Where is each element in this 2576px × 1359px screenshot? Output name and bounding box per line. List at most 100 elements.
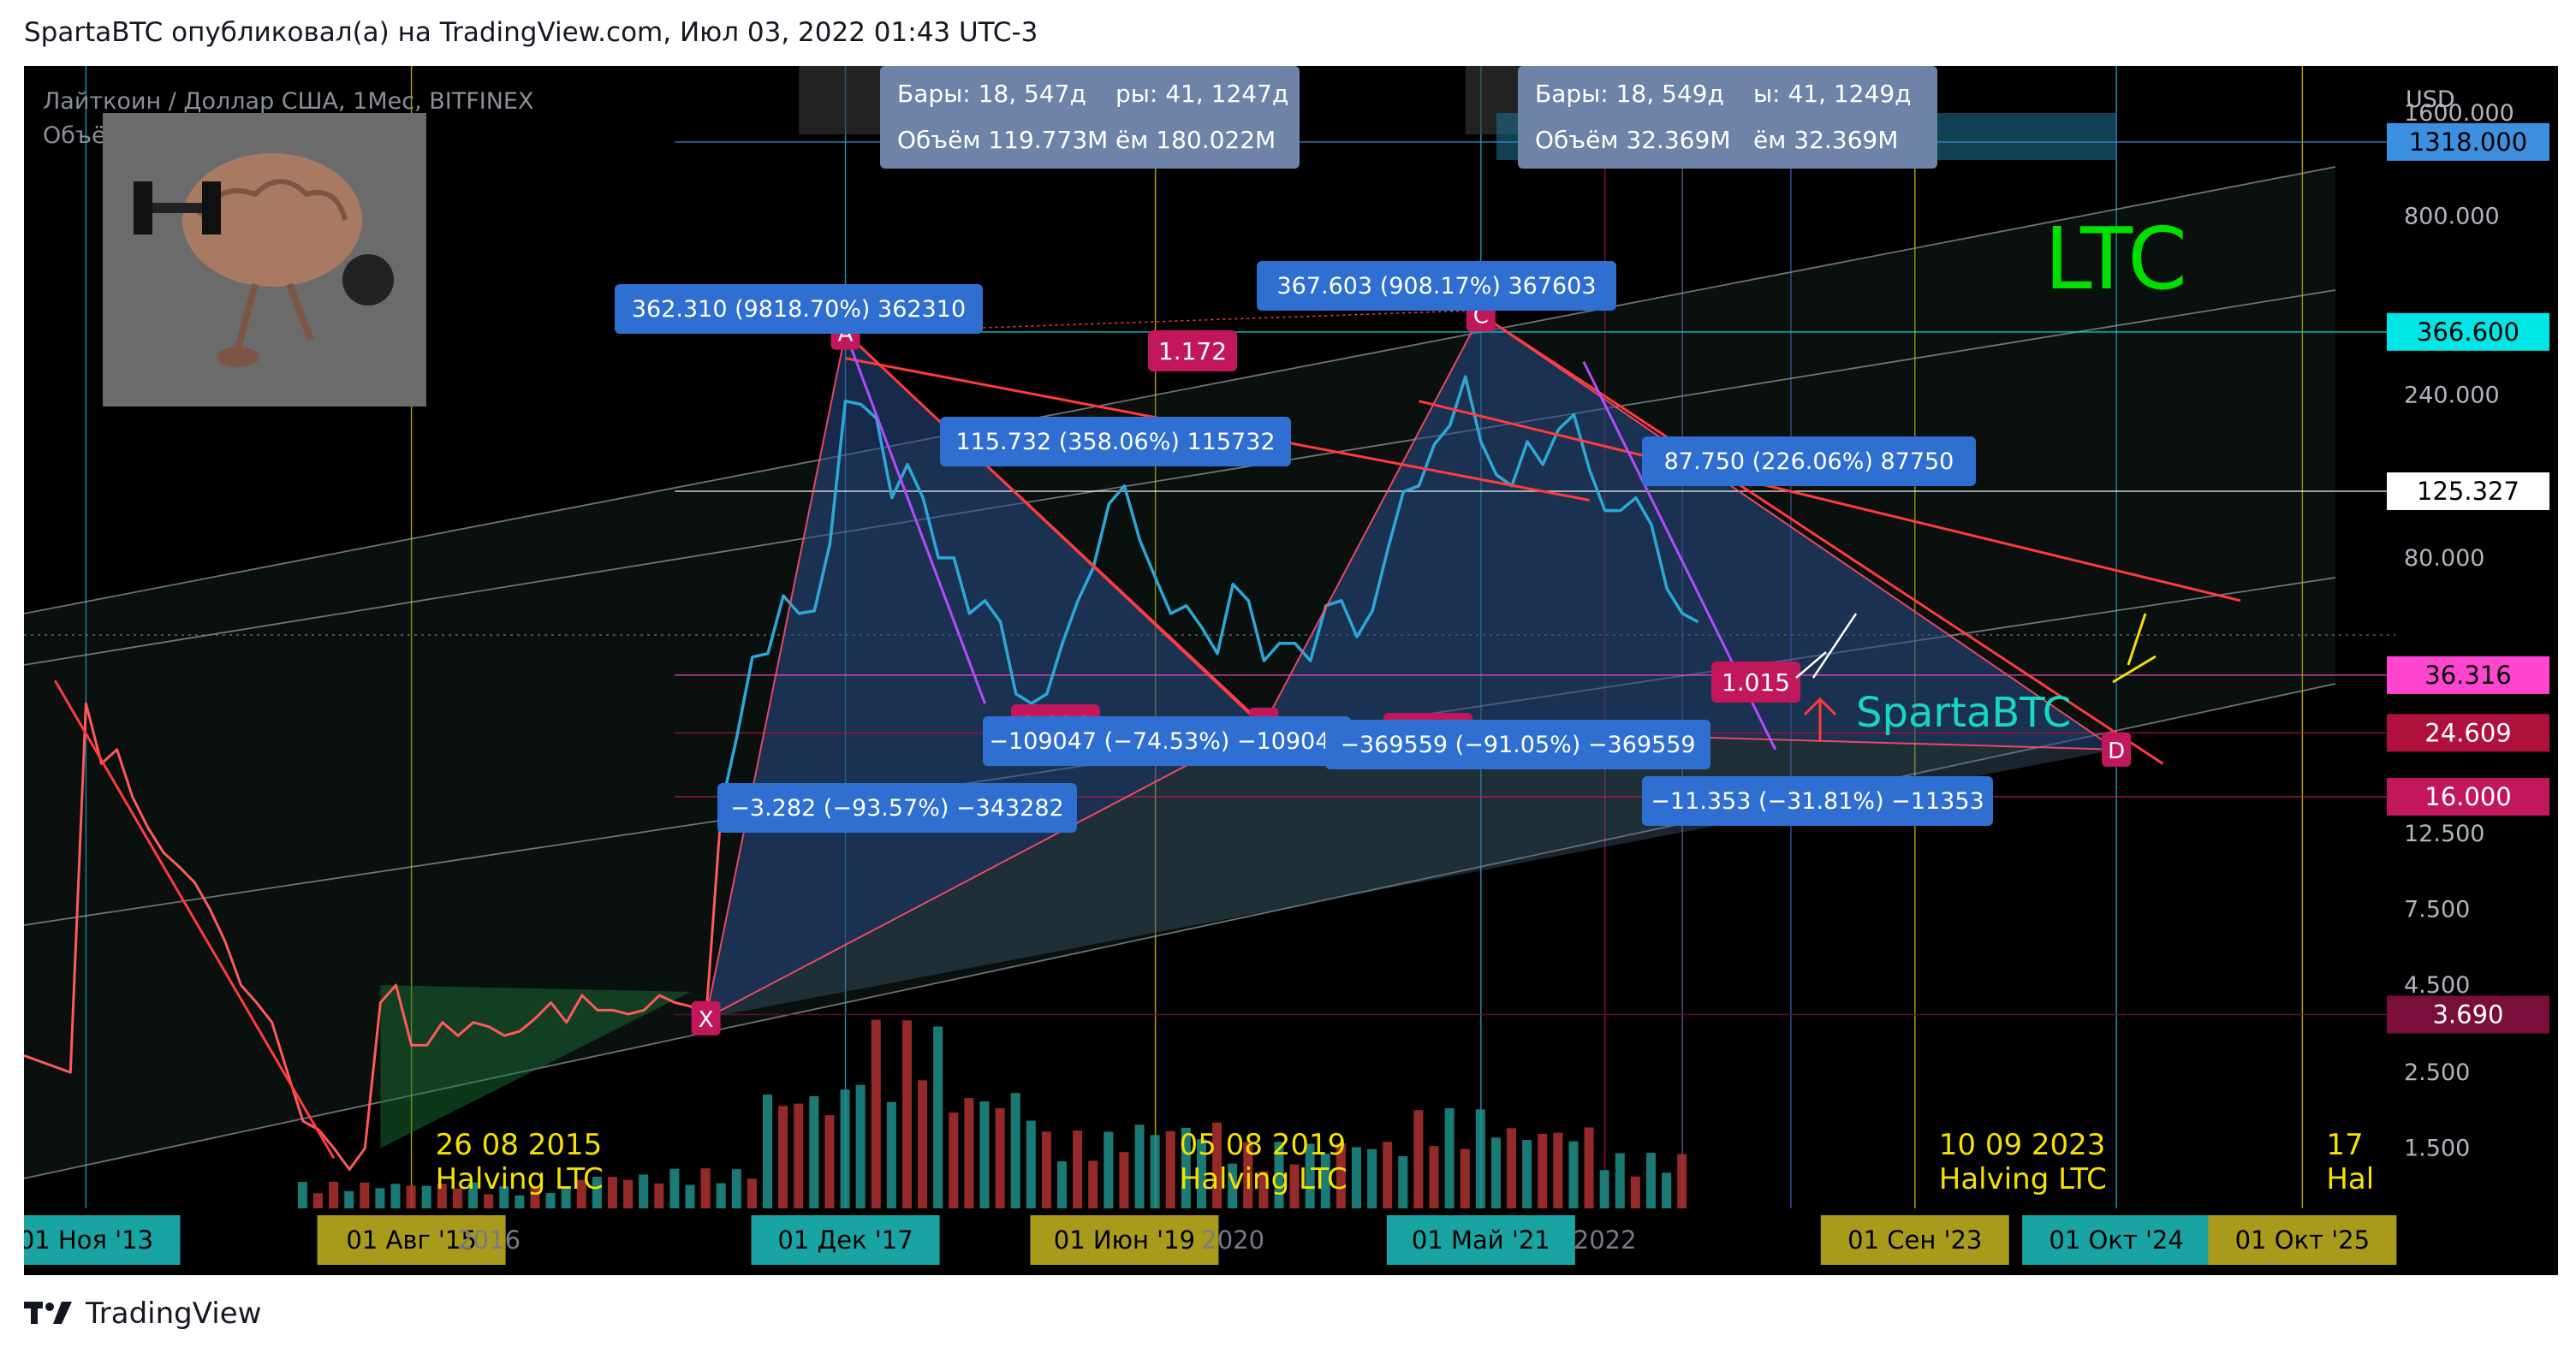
volume-bar [685,1184,695,1208]
price-badge-label: 16.000 [2424,782,2511,811]
harmonic-point-X: X [691,1000,721,1036]
pattern-series-line [719,375,1699,807]
x-tick: 01 Окт '25 [2208,1215,2397,1265]
ac-line [845,309,1481,334]
x-tick-label: 01 Дек '17 [777,1225,913,1255]
range-info-box-bg [880,66,1300,169]
ratio-badge-label: 1.015 [1722,668,1790,697]
measure-label-box [1257,261,1616,311]
volume-bar [1522,1140,1532,1208]
price-badge-box [2387,312,2549,351]
range-info-volume-2: ём 32.369M [1753,126,1898,154]
volume-bar [747,1178,757,1208]
volume-bar [1073,1131,1083,1208]
ratio-badge-label: 1.172 [1158,337,1227,365]
volume-bar [515,1195,525,1208]
price-badge-label: 36.316 [2424,661,2511,690]
x-tick-label: 01 Ноя '13 [24,1225,153,1255]
price-badge-label: 125.327 [2417,477,2519,506]
y-tick-label: 240.000 [2404,382,2500,408]
trend-line [1419,400,2241,602]
trend-line [844,331,1296,757]
x-tick-box [2208,1215,2397,1265]
measure-label-text: −109047 (−74.53%) −109047 [989,728,1344,755]
price-badge-box [2387,122,2549,161]
volume-bar [1413,1110,1424,1208]
volume-bar [421,1185,431,1208]
range-info-bars: Бары: 18, 547д [897,80,1086,108]
volume-bar [1181,1127,1191,1208]
measure-label-box [1642,776,1993,826]
volume-bar [623,1179,634,1208]
y-tick-label: 2.500 [2404,1059,2470,1086]
x-tick-label: 01 Окт '25 [2235,1225,2370,1255]
volume-bar [1165,1131,1175,1208]
symbol-title: Лайткоин / Доллар США, 1Мес, BITFINEX [43,88,534,115]
price-badge: 16.000 [2387,778,2549,816]
y-tick-label: 12.500 [2404,821,2484,847]
x-tick-label: 01 Окт '24 [2049,1225,2183,1255]
harmonic-leg [1263,314,1482,726]
harmonic-point-D: D [2102,732,2132,767]
measure-label: 115.732 (358.06%) 115732 [940,417,1291,466]
x-tick: 01 Авг '15 [317,1215,506,1265]
measure-label-text: 115.732 (358.06%) 115732 [955,429,1275,455]
volume-bar [669,1168,680,1208]
volume-bar [360,1182,370,1208]
tradingview-logo-icon[interactable] [24,1302,74,1326]
volume-bar [1645,1153,1656,1208]
volume-bar [1010,1093,1020,1208]
footer: TradingView [24,1297,261,1331]
harmonic-point-label: X [699,1007,714,1033]
halving-date: 05 08 2019 [1180,1128,1347,1162]
volume-bar [700,1168,711,1208]
range-info-volume: Объём 119.773M [897,126,1108,154]
axis-layer: 1.500 2.500 4.500 7.500 12.500 80.000 240.000 8… [24,100,2549,1265]
measure-label-text: 367.603 (908.17%) 367603 [1276,273,1596,300]
measure-label-text: 362.310 (9818.70%) 362310 [632,296,966,323]
volume-bar [592,1176,602,1208]
volume-bar [484,1194,494,1208]
x-tick: 01 Окт '24 [2022,1215,2211,1265]
volume-bar [1026,1120,1036,1208]
price-badge: 366.600 [2387,312,2549,351]
volume-bar [1490,1137,1501,1208]
x-tick-box [24,1215,181,1265]
measure-label-text: −11.353 (−31.81%) −11353 [1651,788,1984,815]
measure-label: 87.750 (226.06%) 87750 [1642,436,1976,486]
volume-bar [1320,1154,1330,1208]
volume-bar [1289,1164,1300,1208]
footer-brand[interactable]: TradingView [86,1297,262,1331]
volume-bar [1228,1163,1238,1208]
volume-layer [297,1019,1687,1208]
range-info-box: Бары: 18, 549д ы: 41, 1249д Объём 32.369M ё… [1518,66,1937,169]
ratio-badge-box [1148,330,1237,371]
harmonic-point-label: D [2108,739,2125,764]
volume-bar [901,1020,912,1208]
measure-label-box [1642,436,1976,486]
up-arrow-icon [1803,697,1837,742]
price-badge-box [2387,656,2549,694]
x-tick-label: 01 Авг '15 [346,1225,476,1255]
volume-bar [1460,1148,1470,1208]
volume-bar [1057,1160,1068,1208]
measure-label-box [940,417,1291,466]
measure-label-text: −369559 (−91.05%) −369559 [1340,732,1695,758]
volume-bar [499,1186,509,1208]
y-tick-label: 1.500 [2404,1136,2470,1162]
halving-label: Halving LTC [1939,1162,2107,1196]
volume-bar [1429,1146,1439,1208]
volume-bar [1274,1142,1284,1208]
price-badge-label: 1318.000 [2409,128,2527,157]
volume-bar [1212,1122,1223,1208]
ratio-badge-box [1711,662,1800,703]
price-badge-box [2387,778,2549,816]
volume-bar [1119,1152,1129,1208]
volume-bar [607,1177,617,1208]
volume-bar [1351,1147,1361,1208]
violet-line [844,332,986,704]
measure-label-text: −3.282 (−93.57%) −343282 [730,795,1063,822]
volume-bar [530,1186,540,1208]
